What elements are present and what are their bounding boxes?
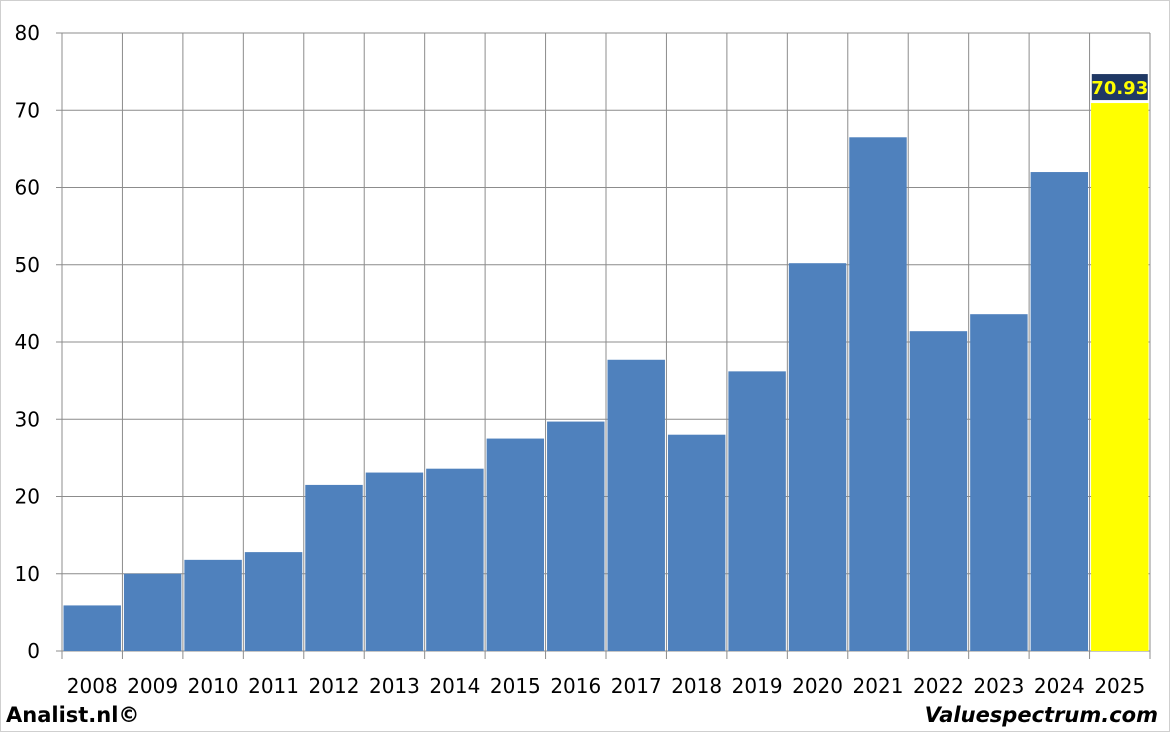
- y-tick-label: 50: [15, 253, 40, 277]
- x-tick-label: 2009: [127, 674, 178, 698]
- bar-2025: [1091, 103, 1149, 652]
- y-tick-label: 30: [15, 407, 40, 431]
- x-tick-label: 2019: [732, 674, 783, 698]
- bar-2011: [244, 552, 303, 651]
- y-tick-label: 20: [15, 485, 40, 509]
- y-tick-label: 0: [27, 639, 40, 663]
- x-tick-label: 2014: [429, 674, 480, 698]
- bar-2020: [788, 263, 847, 651]
- x-tick-label: 2020: [792, 674, 843, 698]
- bar-2016: [547, 421, 605, 651]
- data-label-bg: [1091, 74, 1148, 101]
- bar-2018: [667, 434, 726, 651]
- y-tick-label: 10: [15, 562, 40, 586]
- x-tick-label: 2017: [611, 674, 662, 698]
- x-tick-label: 2011: [248, 674, 299, 698]
- site-credit: Valuespectrum.com: [924, 703, 1158, 727]
- data-label-value: 70.93: [1091, 78, 1148, 99]
- bar-2008: [63, 605, 121, 651]
- gridlines: [61, 32, 1151, 659]
- bar-2013: [365, 472, 424, 651]
- bar-2019: [728, 371, 786, 651]
- y-tick-label: 60: [15, 176, 40, 200]
- bars: [63, 103, 1149, 652]
- x-tick-label: 2024: [1034, 674, 1085, 698]
- x-tick-label: 2021: [853, 674, 904, 698]
- y-tick-label: 80: [15, 21, 40, 45]
- bar-2023: [970, 314, 1028, 651]
- x-tick-label: 2010: [188, 674, 239, 698]
- y-axis-ticks: 0 10 20 30 40 50 60 70 80: [15, 21, 62, 663]
- data-labels: 70.93: [1091, 74, 1148, 101]
- x-tick-label: 2013: [369, 674, 420, 698]
- x-tick-label: 2022: [913, 674, 964, 698]
- bar-2015: [486, 438, 545, 651]
- x-tick-label: 2016: [550, 674, 601, 698]
- bar-2022: [909, 331, 968, 651]
- source-credit: Analist.nl©: [6, 703, 140, 727]
- x-tick-label: 2012: [309, 674, 360, 698]
- bar-2017: [607, 359, 665, 651]
- x-tick-label: 2008: [67, 674, 118, 698]
- y-tick-label: 70: [15, 98, 40, 122]
- x-tick-label: 2018: [671, 674, 722, 698]
- x-axis-ticks: 2008 2009 2010 2011 2012 2013 2014 2015 2016 2017…: [67, 674, 1145, 698]
- bar-2010: [184, 559, 242, 651]
- bar-2021: [849, 137, 907, 652]
- bar-2012: [305, 484, 363, 651]
- bar-2024: [1030, 172, 1089, 652]
- x-tick-label: 2015: [490, 674, 541, 698]
- bar-2009: [123, 573, 182, 651]
- x-tick-label: 2025: [1094, 674, 1145, 698]
- bar-2014: [426, 468, 484, 651]
- y-tick-label: 40: [15, 330, 40, 354]
- x-tick-label: 2023: [973, 674, 1024, 698]
